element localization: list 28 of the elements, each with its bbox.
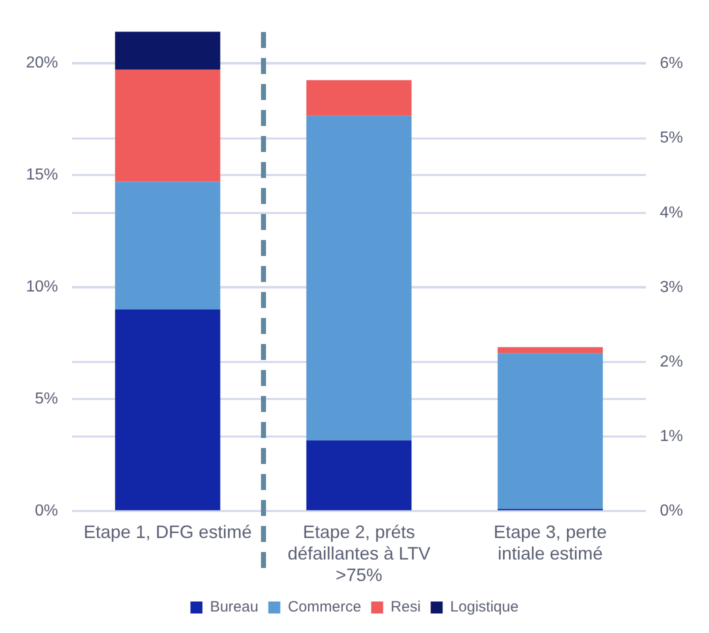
legend-label: Logistique	[450, 598, 519, 616]
x-tick-label: Etape 3, perte intiale estimé	[494, 522, 607, 564]
y2-tick-label: 1%	[660, 428, 683, 446]
y2-tick-label: 5%	[660, 130, 683, 147]
bar	[115, 70, 220, 182]
y-tick-label: 0%	[34, 502, 58, 520]
bar	[306, 80, 412, 116]
bar	[115, 310, 220, 510]
x-tick-label: Etape 2, préts défaillantes à LTV >75%	[288, 522, 430, 586]
bar	[115, 32, 220, 70]
y-tick-label: 5%	[34, 390, 58, 408]
bar	[306, 440, 412, 510]
bar	[498, 347, 603, 354]
y-tick-label: 20%	[26, 54, 58, 72]
y-tick-label: 10%	[26, 278, 58, 296]
y-tick-label: 15%	[26, 166, 58, 184]
bar	[115, 182, 220, 310]
y2-tick-label: 3%	[660, 278, 683, 296]
legend-label: Bureau	[210, 598, 258, 616]
bar	[498, 353, 603, 509]
legend-label: Commerce	[288, 598, 362, 616]
legend-label: Resi	[390, 598, 421, 616]
y2-tick-label: 2%	[660, 353, 683, 370]
y2-tick-label: 4%	[660, 204, 683, 222]
y2-tick-label: 6%	[660, 55, 683, 72]
bar	[306, 116, 412, 440]
y2-tick-label: 0%	[660, 502, 683, 520]
x-tick-label: Etape 1, DFG estimé	[84, 522, 252, 542]
